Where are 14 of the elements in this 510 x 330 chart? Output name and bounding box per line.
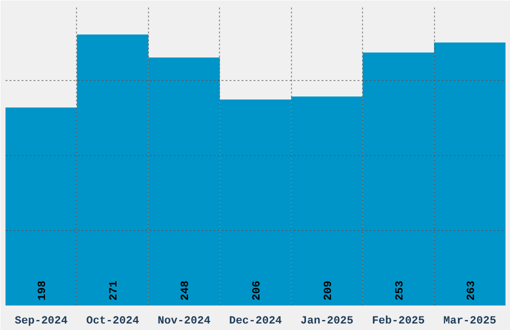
data-label: 206 [252,280,264,300]
data-label: 198 [37,280,50,300]
x-tick-label: Nov-2024 [158,316,211,328]
x-tick-label: Dec-2024 [229,316,282,328]
x-tick-label: Sep-2024 [14,316,68,328]
data-label: 253 [394,280,406,300]
data-label: 248 [180,280,192,300]
x-tick-label: Jan-2025 [300,316,354,328]
x-tick-label: Mar-2025 [443,316,497,328]
x-tick-label: Oct-2024 [86,316,140,328]
data-label: 263 [466,280,478,300]
x-tick-label: Feb-2025 [372,316,426,328]
data-label: 209 [322,280,335,300]
data-label: 271 [108,280,121,300]
